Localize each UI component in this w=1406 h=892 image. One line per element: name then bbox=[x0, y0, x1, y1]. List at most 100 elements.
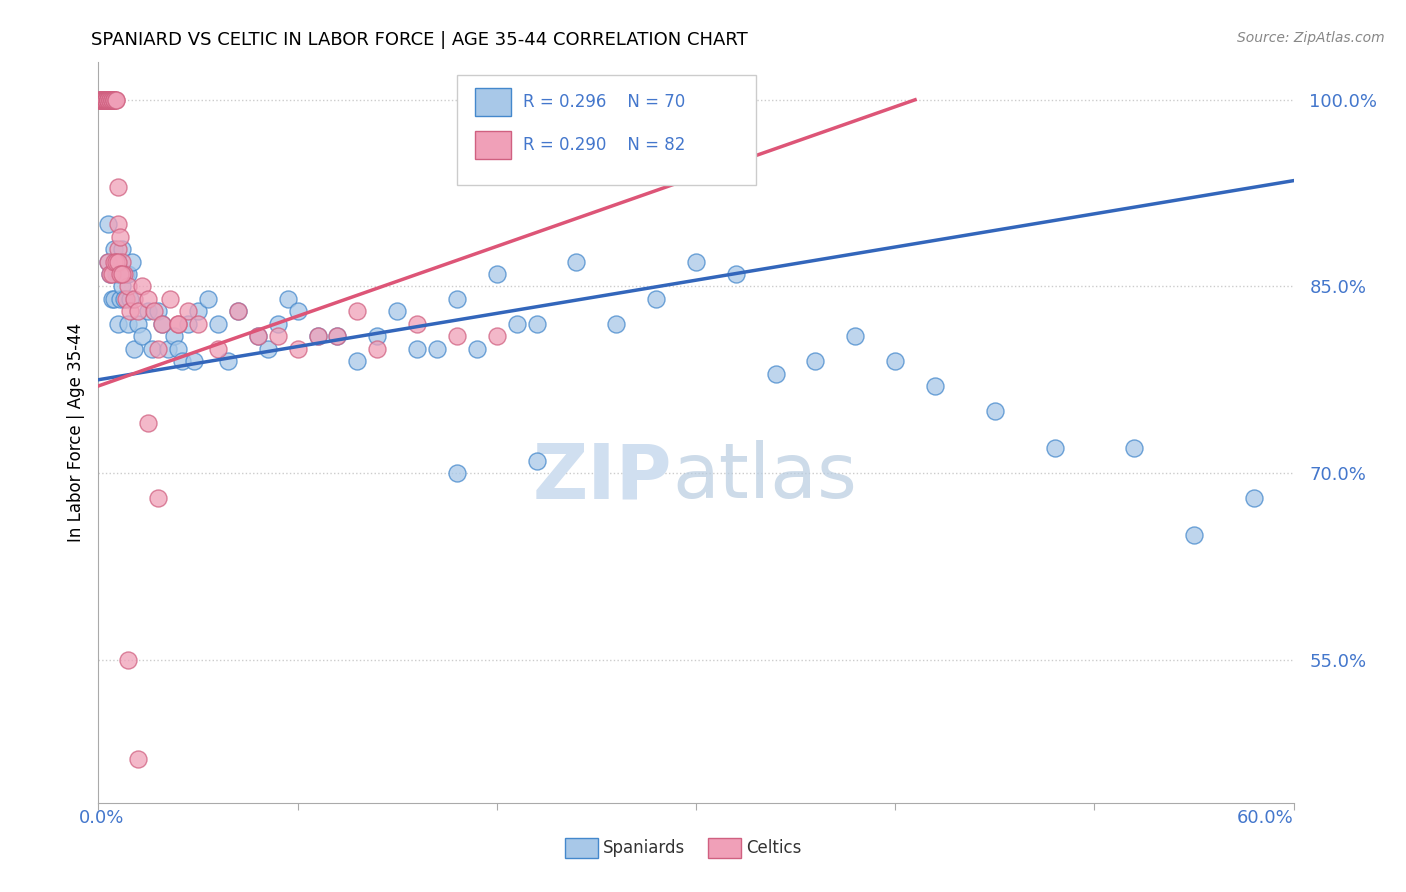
Point bbox=[117, 267, 139, 281]
Point bbox=[167, 342, 190, 356]
Text: Spaniards: Spaniards bbox=[603, 839, 685, 857]
Point bbox=[93, 93, 115, 107]
Point bbox=[97, 254, 120, 268]
Point bbox=[256, 342, 278, 356]
Point bbox=[177, 317, 200, 331]
Point bbox=[984, 404, 1007, 418]
Point bbox=[1182, 528, 1205, 542]
Point bbox=[148, 304, 170, 318]
Point bbox=[96, 93, 118, 107]
Text: ZIP: ZIP bbox=[533, 440, 672, 514]
Text: Source: ZipAtlas.com: Source: ZipAtlas.com bbox=[1237, 31, 1385, 45]
Point bbox=[110, 292, 132, 306]
Point bbox=[97, 254, 120, 268]
Point bbox=[406, 317, 429, 331]
Point bbox=[172, 354, 194, 368]
Point bbox=[107, 267, 129, 281]
Point bbox=[101, 292, 124, 306]
Point bbox=[101, 93, 124, 107]
Text: R = 0.296    N = 70: R = 0.296 N = 70 bbox=[523, 94, 685, 112]
Point bbox=[131, 279, 153, 293]
Point bbox=[366, 342, 388, 356]
Point bbox=[366, 329, 388, 343]
Point bbox=[110, 267, 132, 281]
FancyBboxPatch shape bbox=[457, 75, 756, 185]
Point bbox=[93, 93, 115, 107]
Point bbox=[136, 304, 159, 318]
Point bbox=[246, 329, 269, 343]
Point bbox=[115, 267, 138, 281]
Point bbox=[103, 93, 125, 107]
Point bbox=[385, 304, 409, 318]
Point bbox=[110, 229, 132, 244]
Point bbox=[103, 254, 125, 268]
Point bbox=[526, 317, 548, 331]
Point bbox=[346, 304, 368, 318]
Point bbox=[267, 329, 290, 343]
Point bbox=[103, 93, 125, 107]
Point bbox=[924, 379, 946, 393]
Bar bbox=[475, 88, 510, 117]
Text: Celtics: Celtics bbox=[747, 839, 801, 857]
Bar bbox=[475, 130, 510, 159]
Point bbox=[91, 93, 114, 107]
Point bbox=[446, 329, 468, 343]
Point bbox=[91, 93, 114, 107]
Point bbox=[115, 292, 138, 306]
Point bbox=[406, 342, 429, 356]
Point bbox=[141, 342, 163, 356]
Point bbox=[103, 292, 125, 306]
Bar bbox=[565, 838, 598, 858]
Point bbox=[1243, 491, 1265, 505]
Point bbox=[117, 317, 139, 331]
Point bbox=[98, 267, 122, 281]
Point bbox=[131, 329, 153, 343]
Point bbox=[446, 292, 468, 306]
Point bbox=[111, 279, 134, 293]
Point bbox=[124, 292, 146, 306]
Point bbox=[465, 342, 488, 356]
Point bbox=[143, 304, 166, 318]
Point bbox=[277, 292, 299, 306]
Point bbox=[246, 329, 269, 343]
Point bbox=[167, 317, 190, 331]
Point bbox=[98, 267, 122, 281]
Point bbox=[112, 292, 135, 306]
Point bbox=[107, 254, 129, 268]
Point bbox=[93, 93, 115, 107]
Point bbox=[197, 292, 219, 306]
Text: atlas: atlas bbox=[672, 440, 856, 514]
Point bbox=[150, 317, 173, 331]
Point bbox=[148, 491, 170, 505]
Point bbox=[96, 93, 118, 107]
Point bbox=[96, 93, 118, 107]
Point bbox=[844, 329, 866, 343]
Point bbox=[485, 329, 508, 343]
Point bbox=[89, 93, 111, 107]
Point bbox=[98, 93, 122, 107]
Point bbox=[136, 292, 159, 306]
Point bbox=[97, 93, 120, 107]
Bar bbox=[709, 838, 741, 858]
Point bbox=[117, 653, 139, 667]
Point bbox=[97, 217, 120, 231]
Point bbox=[207, 342, 229, 356]
Point bbox=[485, 267, 508, 281]
Point bbox=[526, 453, 548, 467]
Point bbox=[326, 329, 349, 343]
Point bbox=[105, 93, 128, 107]
Point bbox=[89, 93, 111, 107]
Point bbox=[97, 93, 120, 107]
Point bbox=[105, 254, 128, 268]
Point bbox=[101, 93, 124, 107]
Point bbox=[103, 93, 125, 107]
Point bbox=[97, 93, 120, 107]
Point bbox=[112, 267, 135, 281]
Point bbox=[97, 93, 120, 107]
Point bbox=[183, 354, 205, 368]
Point bbox=[724, 267, 747, 281]
Point bbox=[226, 304, 249, 318]
Point bbox=[89, 93, 111, 107]
Point bbox=[91, 93, 114, 107]
Point bbox=[107, 242, 129, 256]
